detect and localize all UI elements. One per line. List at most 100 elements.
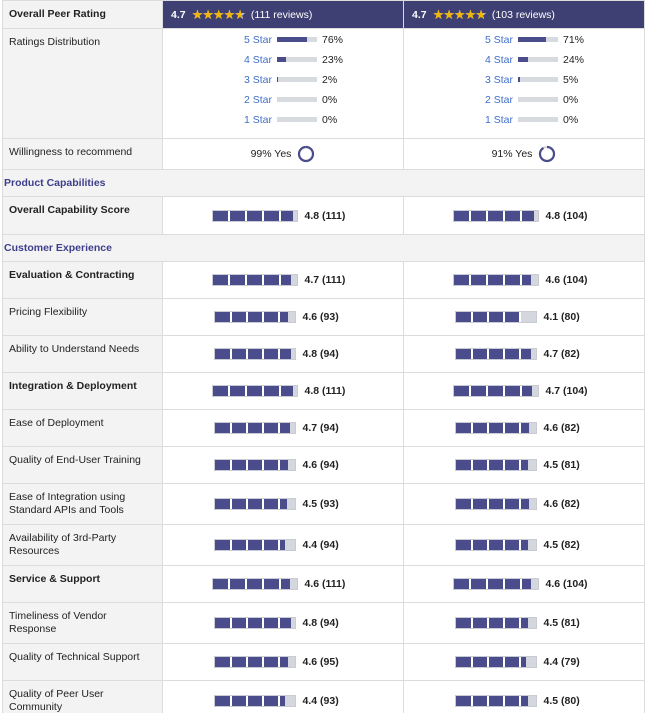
star-level-link[interactable]: 5 Star [243, 33, 272, 46]
star-level-link[interactable]: 3 Star [243, 73, 272, 86]
distribution-bar-track [277, 77, 317, 82]
bar-divider [261, 460, 264, 471]
bar-divider [229, 657, 232, 668]
score-label: 4.7 (94) [302, 422, 339, 435]
bar-divider [229, 618, 232, 629]
score-cell: 4.8 (111) [162, 196, 404, 235]
distribution-row: 1 Star 0% [404, 113, 644, 126]
bar-divider [518, 618, 521, 629]
bar-divider [469, 579, 472, 590]
score-bar [455, 618, 528, 629]
distribution-percent: 24% [563, 53, 585, 66]
bar-divider [245, 210, 248, 221]
score-bar [214, 499, 287, 510]
star-level-link[interactable]: 1 Star [243, 113, 272, 126]
distribution-percent: 5% [563, 73, 579, 86]
star-level-link[interactable]: 4 Star [243, 53, 272, 66]
score-bar [214, 696, 285, 707]
row-label: Ease of Integration using Standard APIs … [2, 483, 163, 525]
score-cell: 4.5 (93) [162, 483, 404, 525]
recommend-cell: 91% Yes [403, 138, 645, 170]
bar-divider [228, 386, 231, 397]
score-label: 4.5 (93) [302, 498, 339, 511]
score-bar-track [454, 422, 537, 435]
score-cell: 4.6 (94) [162, 446, 404, 484]
bar-divider [261, 696, 264, 707]
star-level-link[interactable]: 2 Star [243, 93, 272, 106]
score-bar [212, 275, 292, 286]
bar-divider [229, 460, 232, 471]
score-summary: 4.5 (81) [454, 617, 594, 630]
score-bar [455, 423, 530, 434]
bar-divider [486, 312, 489, 323]
score-label: 4.6 (95) [302, 656, 339, 669]
row-label: Quality of Technical Support [2, 643, 163, 681]
score-label: 4.8 (111) [304, 385, 346, 398]
bar-divider [261, 275, 264, 286]
score-bar [453, 210, 535, 221]
score-bar-track [452, 274, 539, 287]
bar-divider [245, 540, 248, 551]
distribution-percent: 0% [322, 93, 338, 106]
star-level-link[interactable]: 2 Star [484, 93, 513, 106]
ring-value [298, 145, 315, 163]
score-summary: 4.4 (93) [213, 695, 353, 708]
bar-divider [486, 618, 489, 629]
bar-divider [502, 275, 505, 286]
bar-divider [470, 696, 473, 707]
score-cell: 4.5 (80) [403, 680, 645, 713]
score-bar [455, 349, 531, 360]
bar-divider [486, 349, 489, 360]
score-bar [214, 423, 290, 434]
bar-divider [518, 540, 521, 551]
score-summary: 4.6 (93) [213, 311, 353, 324]
bar-divider [261, 423, 264, 434]
score-summary: 4.5 (82) [454, 539, 594, 552]
bar-divider [261, 618, 264, 629]
score-cell: 4.6 (111) [162, 565, 404, 603]
score-bar [453, 386, 533, 397]
score-summary: 4.6 (95) [213, 656, 353, 669]
bar-divider [277, 460, 280, 471]
score-label: 4.7 (111) [304, 274, 346, 287]
score-cell: 4.6 (104) [403, 261, 645, 299]
score-label: 4.5 (82) [543, 539, 580, 552]
score-label: 4.8 (94) [302, 617, 339, 630]
star-level-link[interactable]: 4 Star [484, 53, 513, 66]
score-cell: 4.8 (111) [162, 372, 404, 410]
score-cell: 4.1 (80) [403, 298, 645, 336]
bar-divider [277, 618, 280, 629]
bar-divider [486, 460, 489, 471]
table-row: Ability to Understand Needs 4.8 (94) 4.7 (… [2, 335, 645, 373]
bar-divider [245, 349, 248, 360]
score-label: 4.4 (93) [302, 695, 339, 708]
table-row: Integration & Deployment 4.8 (111) 4.7 (10… [2, 372, 645, 410]
bar-divider [486, 499, 489, 510]
star-level-link[interactable]: 3 Star [484, 73, 513, 86]
star-level-link[interactable]: 1 Star [484, 113, 513, 126]
bar-divider [486, 579, 489, 590]
distribution-row: 2 Star 0% [163, 93, 403, 106]
score-bar-track [454, 311, 537, 324]
score-bar-track [454, 617, 537, 630]
bar-divider [470, 423, 473, 434]
star-fill: ★★★★★ [432, 8, 483, 21]
distribution-bar-track [277, 117, 317, 122]
score-label: 4.4 (94) [302, 539, 339, 552]
distribution-bar [518, 37, 547, 42]
rating-value: 4.7 [412, 8, 427, 21]
score-summary: 4.4 (94) [213, 539, 353, 552]
bar-divider [245, 423, 248, 434]
score-summary: 4.4 (79) [454, 656, 594, 669]
star-level-link[interactable]: 5 Star [484, 33, 513, 46]
score-bar [453, 579, 531, 590]
score-summary: 4.7 (104) [452, 385, 596, 398]
score-cell: 4.4 (79) [403, 643, 645, 681]
row-label: Quality of Peer User Community [2, 680, 163, 713]
bar-divider [518, 312, 521, 323]
row-label: Integration & Deployment [2, 372, 163, 410]
bar-divider [502, 210, 505, 221]
bar-divider [277, 312, 280, 323]
score-bar [214, 657, 289, 668]
